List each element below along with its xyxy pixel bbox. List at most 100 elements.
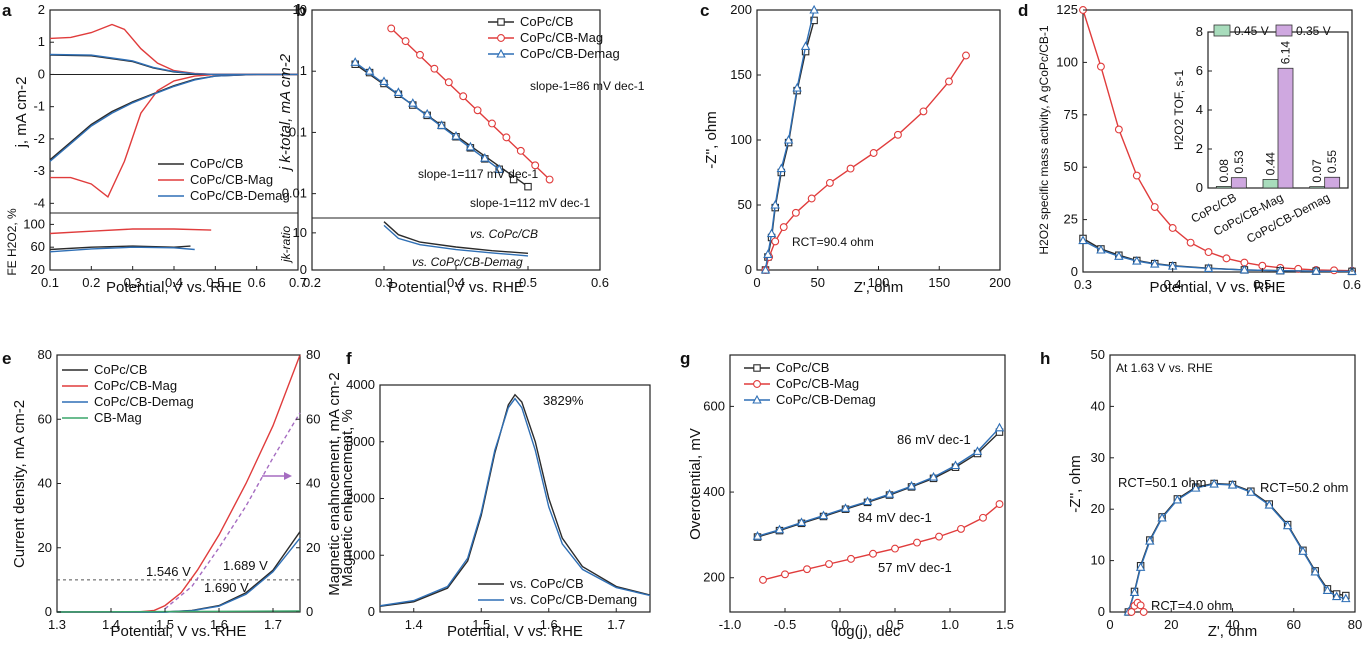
panel-a-x-tick-label: 0.3: [124, 275, 142, 290]
panel-f-y-tick-label: 2000: [346, 491, 375, 506]
panel-e-y-tick-label: 60: [38, 411, 52, 426]
panel-label-d: d: [1018, 1, 1028, 20]
panel-b-ratio-line: [383, 224, 529, 257]
panel-d-y-tick-label: 50: [1064, 159, 1078, 174]
panel-d-ylabel: H2O2 specific mass activity, A gCoPc/CB-…: [1037, 25, 1051, 255]
panel-g-xlabel: log(j), dec: [835, 623, 901, 640]
panel-d-y-tick-label: 25: [1064, 212, 1078, 227]
panel-a-fe-line: [49, 245, 191, 251]
panel-b-legend-item-text: CoPc/CB-Mag: [520, 30, 603, 45]
panel-h-y-tick-label: 50: [1091, 347, 1105, 362]
panel-b-yb-tick-label: 0: [300, 262, 307, 277]
panel-e-line: [164, 412, 301, 610]
panel-label-f: f: [346, 349, 352, 368]
panel-a-y-tick-label: 2: [38, 2, 45, 17]
panel-b-legend-item-marker: [497, 34, 505, 42]
panel-e-x-tick-label: 1.4: [102, 617, 120, 632]
panel-c-y-tick-label: 50: [738, 197, 752, 212]
panel-d-point: [1078, 235, 1088, 245]
panel-h-y-tick-label: 40: [1091, 398, 1105, 413]
panel-label-g: g: [680, 349, 690, 368]
panel-c-point: [779, 223, 788, 232]
panel-c-xlabel: Z', ohm: [854, 279, 904, 296]
panel-d-inset-legend-swatch: [1275, 24, 1293, 37]
panel-a-y-tick-label: 1: [38, 34, 45, 49]
panel-g-point: [869, 549, 877, 558]
panel-a-legend-item-text: CoPc/CB: [190, 156, 243, 171]
panel-a-yb-tick-label: 60: [31, 239, 45, 254]
panel-b-x-tick-label: 0.3: [375, 275, 393, 290]
panel-e-x-tick-label: 1.3: [48, 617, 66, 632]
panel-d-inset-bar-label: 0.08: [1217, 159, 1231, 183]
panel-f-line: [379, 393, 651, 607]
panel-f-line: [379, 397, 651, 607]
panel-h-point: [1191, 482, 1201, 492]
panel-c-y-tick-label: 0: [745, 262, 752, 277]
panel-a-series-line: [49, 23, 298, 76]
panel-g-x-tick-label: 1.5: [996, 617, 1014, 632]
panel-b-annot-mag: slope-1=86 mV dec-1: [530, 79, 645, 93]
panel-b-point: [436, 120, 447, 130]
panel-b-legend-item-text: CoPc/CB: [520, 14, 573, 29]
panel-b-y-tick-label: 10: [293, 2, 307, 17]
panel-c-y-tick-label: 200: [730, 2, 752, 17]
panel-d-inset-bar-label: 0.07: [1310, 159, 1324, 183]
panel-e-yr-tick-label: 80: [306, 347, 320, 362]
panel-e-y-tick-label: 0: [45, 604, 52, 619]
panel-g-legend-item-text: CoPc/CB-Mag: [776, 376, 859, 391]
panel-c-point: [825, 178, 834, 187]
panel-b-point: [364, 66, 375, 75]
panel-e-arrow-head: [284, 472, 292, 480]
panel-h-annot-demag: RCT=50.2 ohm: [1260, 480, 1349, 495]
panel-c-point: [869, 149, 878, 157]
panel-h-point: [1172, 494, 1183, 504]
panel-d-point: [1168, 224, 1177, 232]
panel-a-fe-line: [49, 228, 212, 235]
panel-g-point: [979, 513, 987, 522]
panel-a-x-tick-label: 0.1: [41, 275, 59, 290]
panel-h-y-tick-label: 30: [1091, 450, 1105, 465]
panel-g-point: [994, 422, 1005, 432]
panel-d-inset-bar-label: 0.53: [1232, 150, 1246, 174]
panel-g-y-tick-label: 400: [703, 484, 725, 499]
panel-d-inset-bar: [1230, 177, 1247, 189]
panel-a-yb-tick-label: 20: [31, 262, 45, 277]
panel-label-h: h: [1040, 349, 1050, 368]
panel-c-point: [919, 107, 928, 116]
panel-g-frame: [729, 354, 1006, 613]
panel-g-legend-item-marker: [753, 380, 761, 388]
panel-b-annot-demag: slope-1=112 mV dec-1: [470, 196, 591, 210]
panel-a-series-line: [49, 73, 298, 161]
panel-f-y-tick-label: 3000: [346, 434, 375, 449]
panel-h-ylabel: -Z'', ohm: [1067, 455, 1084, 512]
panel-d-frame: [1082, 9, 1353, 273]
panel-c-frame: [756, 9, 1001, 271]
panel-b-point: [430, 64, 439, 73]
panel-d-inset-y-tick-label: 6: [1196, 63, 1203, 78]
panel-f-x-tick-label: 1.4: [405, 617, 423, 632]
panel-d-y-tick-label: 125: [1056, 2, 1078, 17]
panel-g-point: [759, 575, 767, 584]
panel-h-line: [1127, 483, 1346, 613]
panel-d-point: [1150, 258, 1160, 268]
panel-c-ylabel: -Z'', ohm: [703, 111, 720, 168]
panel-g-y-tick-label: 200: [703, 570, 725, 585]
panel-c-point: [791, 208, 800, 217]
panel-d-inset-bar-label: 0.44: [1264, 152, 1278, 176]
panel-f-x-tick-label: 1.7: [607, 617, 625, 632]
panel-c-point: [800, 41, 811, 50]
panel-b-point: [350, 57, 360, 66]
panel-a-y-tick-label: -3: [33, 163, 45, 178]
panel-h-point: [1322, 585, 1333, 594]
panel-d-inset-y-tick-label: 8: [1196, 24, 1203, 39]
panel-label-a: a: [2, 1, 12, 20]
panel-h-point: [1227, 479, 1238, 489]
panel-g-point: [935, 532, 943, 541]
panel-c-point: [807, 194, 816, 203]
panel-a-xlabel: Potential, V vs. RHE: [106, 279, 242, 296]
panel-b-point: [379, 76, 389, 86]
panel-e-legend-item-text: CB-Mag: [94, 410, 142, 425]
panel-g-point: [862, 496, 873, 506]
panel-b-point: [516, 146, 525, 155]
panel-b-point: [408, 98, 418, 107]
